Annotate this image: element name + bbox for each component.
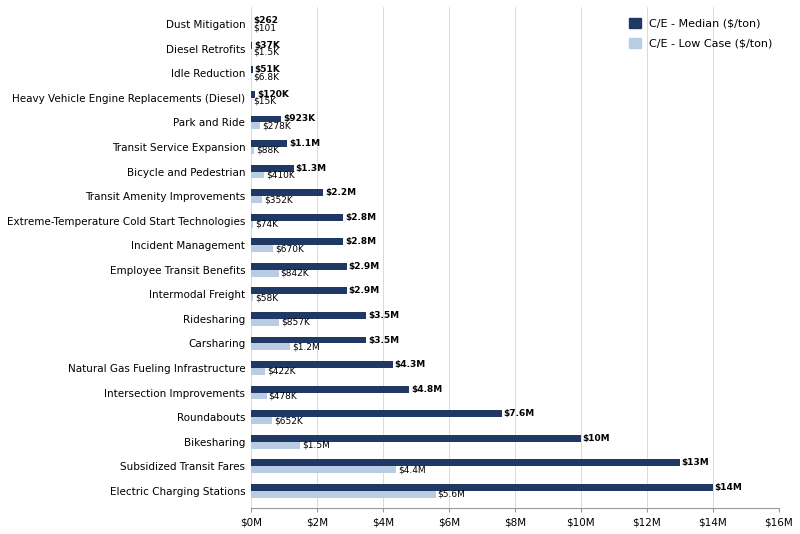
Text: $10M: $10M	[582, 434, 610, 443]
Text: $1.3M: $1.3M	[296, 163, 327, 172]
Text: $1.1M: $1.1M	[289, 139, 320, 148]
Text: $262: $262	[253, 16, 278, 25]
Text: $2.8M: $2.8M	[346, 213, 376, 222]
Bar	[251, 245, 273, 252]
Bar	[251, 294, 253, 301]
Bar	[251, 312, 366, 319]
Bar	[251, 214, 343, 221]
Bar	[251, 386, 410, 392]
Text: $6.8K: $6.8K	[253, 72, 279, 81]
Text: $2.9M: $2.9M	[349, 286, 380, 295]
Text: $120K: $120K	[257, 90, 289, 99]
Text: $410K: $410K	[266, 170, 295, 179]
Bar	[251, 270, 278, 277]
Bar	[251, 115, 282, 122]
Text: $1.5K: $1.5K	[253, 48, 279, 57]
Bar	[251, 361, 393, 368]
Text: $7.6M: $7.6M	[503, 409, 535, 418]
Bar	[251, 319, 279, 326]
Bar	[251, 189, 323, 196]
Text: $3.5M: $3.5M	[368, 335, 399, 344]
Legend: C/E - Median ($/ton), C/E - Low Case ($/ton): C/E - Median ($/ton), C/E - Low Case ($/…	[624, 12, 778, 54]
Text: $13M: $13M	[682, 458, 710, 467]
Text: $842K: $842K	[281, 269, 310, 278]
Text: $14M: $14M	[714, 483, 742, 492]
Text: $3.5M: $3.5M	[368, 311, 399, 320]
Bar	[251, 466, 396, 473]
Text: $51K: $51K	[254, 65, 280, 74]
Bar	[251, 147, 254, 154]
Text: $101: $101	[253, 23, 276, 32]
Bar	[251, 417, 272, 424]
Text: $4.3M: $4.3M	[394, 360, 426, 369]
Bar	[251, 221, 254, 227]
Bar	[251, 484, 713, 491]
Bar	[251, 392, 266, 399]
Text: $352K: $352K	[265, 195, 294, 204]
Text: $15K: $15K	[254, 97, 277, 106]
Bar	[251, 196, 262, 203]
Text: $478K: $478K	[269, 391, 298, 400]
Bar	[251, 66, 253, 73]
Text: $2.2M: $2.2M	[326, 188, 357, 197]
Text: $1.5M: $1.5M	[302, 441, 330, 450]
Text: $1.2M: $1.2M	[293, 342, 320, 351]
Text: $422K: $422K	[266, 367, 295, 376]
Bar	[251, 410, 502, 417]
Bar	[251, 336, 366, 343]
Text: $670K: $670K	[275, 244, 304, 253]
Text: $278K: $278K	[262, 121, 290, 130]
Bar	[251, 171, 265, 178]
Text: $88K: $88K	[256, 146, 279, 155]
Text: $74K: $74K	[255, 219, 278, 229]
Text: $37K: $37K	[254, 41, 280, 50]
Bar	[251, 42, 252, 49]
Bar	[251, 368, 265, 375]
Text: $58K: $58K	[254, 293, 278, 302]
Text: $2.9M: $2.9M	[349, 262, 380, 271]
Bar	[251, 263, 346, 270]
Bar	[251, 238, 343, 245]
Text: $652K: $652K	[274, 416, 303, 425]
Bar	[251, 91, 255, 98]
Bar	[251, 343, 290, 350]
Bar	[251, 140, 287, 147]
Bar	[251, 459, 680, 466]
Bar	[251, 122, 260, 129]
Bar	[251, 287, 346, 294]
Text: $4.4M: $4.4M	[398, 465, 426, 474]
Text: $923K: $923K	[283, 114, 315, 123]
Text: $857K: $857K	[281, 318, 310, 327]
Bar	[251, 491, 436, 498]
Bar	[251, 442, 300, 449]
Text: $2.8M: $2.8M	[346, 237, 376, 246]
Text: $5.6M: $5.6M	[438, 490, 466, 499]
Text: $4.8M: $4.8M	[411, 384, 442, 394]
Bar	[251, 435, 581, 442]
Bar	[251, 164, 294, 171]
